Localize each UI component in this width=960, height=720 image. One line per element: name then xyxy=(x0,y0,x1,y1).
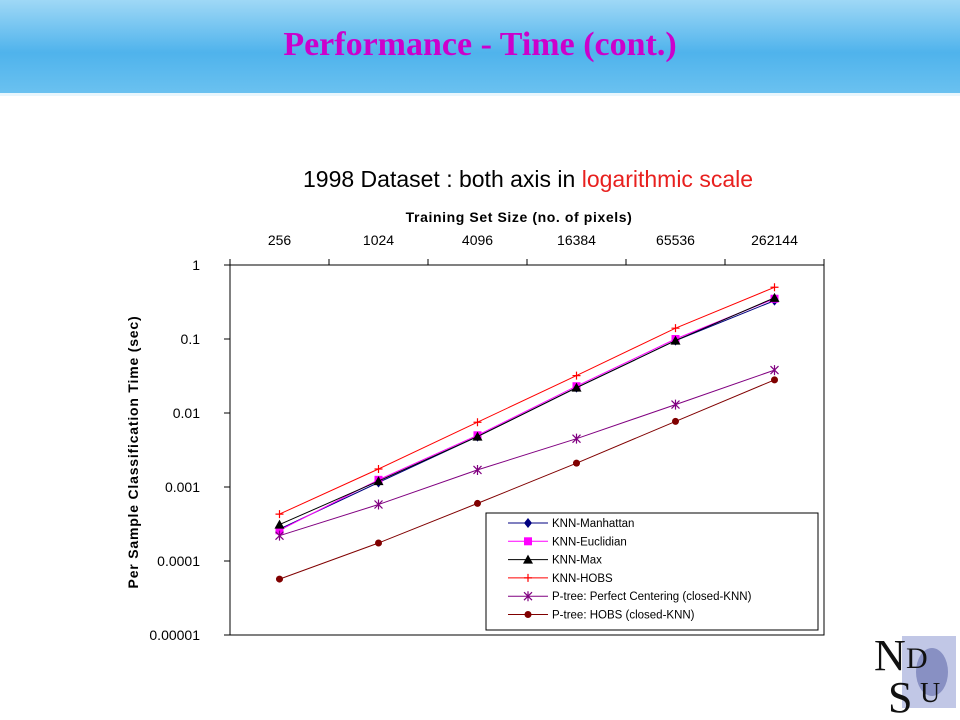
y-tick-label: 0.001 xyxy=(165,479,200,495)
data-point xyxy=(275,526,284,535)
slide-title: Performance - Time (cont.) xyxy=(283,26,677,63)
data-point xyxy=(770,365,779,376)
data-point xyxy=(374,499,383,510)
legend-label-4: P-tree: Perfect Centering (closed-KNN) xyxy=(552,591,752,603)
series-line-4 xyxy=(279,369,775,537)
svg-text:S: S xyxy=(888,673,912,718)
data-point xyxy=(671,399,680,410)
data-point xyxy=(769,292,780,302)
y-axis-title: Per Sample Classification Time (sec) xyxy=(125,316,141,589)
series-line-2 xyxy=(279,297,775,526)
data-point xyxy=(276,575,283,583)
series-line-5 xyxy=(279,379,775,580)
data-point xyxy=(771,376,778,384)
legend-marker-4 xyxy=(523,591,533,602)
x-tick-label: 65536 xyxy=(656,232,695,248)
legend-marker-5 xyxy=(524,611,532,618)
legend-label-5: P-tree: HOBS (closed-KNN) xyxy=(552,610,695,622)
data-point xyxy=(571,382,582,392)
title-banner xyxy=(0,0,960,96)
y-tick-label: 0.00001 xyxy=(149,627,200,643)
data-point xyxy=(572,433,581,444)
legend-label-3: KNN-HOBS xyxy=(552,573,613,585)
data-point xyxy=(275,510,284,519)
data-point xyxy=(473,464,482,475)
ndsu-logo-icon: N D S U xyxy=(874,631,956,718)
data-point xyxy=(375,539,382,547)
x-tick-label: 256 xyxy=(268,232,292,248)
data-point xyxy=(770,283,779,292)
x-tick-label: 1024 xyxy=(363,232,394,248)
y-tick-label: 0.0001 xyxy=(157,553,200,569)
data-point xyxy=(473,418,482,427)
data-point xyxy=(672,417,679,425)
legend-marker-1 xyxy=(524,537,532,546)
data-point xyxy=(474,499,481,507)
chart-subtitle: 1998 Dataset : both axis in logarithmic … xyxy=(0,166,960,193)
data-point xyxy=(572,371,581,380)
y-tick-label: 0.01 xyxy=(173,405,200,421)
subtitle-text: 1998 Dataset : both axis in xyxy=(302,166,582,192)
legend-label-0: KNN-Manhattan xyxy=(552,518,634,530)
x-tick-label: 4096 xyxy=(462,232,493,248)
data-point xyxy=(671,324,680,333)
data-point xyxy=(374,465,383,474)
legend-box xyxy=(485,512,819,631)
data-point xyxy=(573,459,580,467)
series-line-3 xyxy=(279,286,775,515)
data-point xyxy=(373,476,384,486)
data-point xyxy=(670,335,681,345)
x-axis-title: Training Set Size (no. of pixels) xyxy=(406,209,633,225)
x-tick-label: 16384 xyxy=(557,232,596,248)
legend-marker-2 xyxy=(523,554,533,564)
y-tick-label: 0.1 xyxy=(181,331,201,347)
subtitle-highlight: logarithmic scale xyxy=(581,166,754,192)
legend-marker-3 xyxy=(524,573,532,582)
legend-marker-0 xyxy=(524,518,532,528)
x-tick-label: 262144 xyxy=(751,232,798,248)
data-point xyxy=(275,530,284,541)
y-tick-label: 1 xyxy=(192,257,200,273)
data-point xyxy=(472,431,483,441)
legend-label-1: KNN-Euclidian xyxy=(552,536,627,548)
legend-label-2: KNN-Max xyxy=(552,555,602,567)
svg-text:N: N xyxy=(874,631,906,680)
data-point xyxy=(274,519,285,529)
svg-text:U: U xyxy=(920,678,940,709)
svg-text:D: D xyxy=(906,642,928,675)
